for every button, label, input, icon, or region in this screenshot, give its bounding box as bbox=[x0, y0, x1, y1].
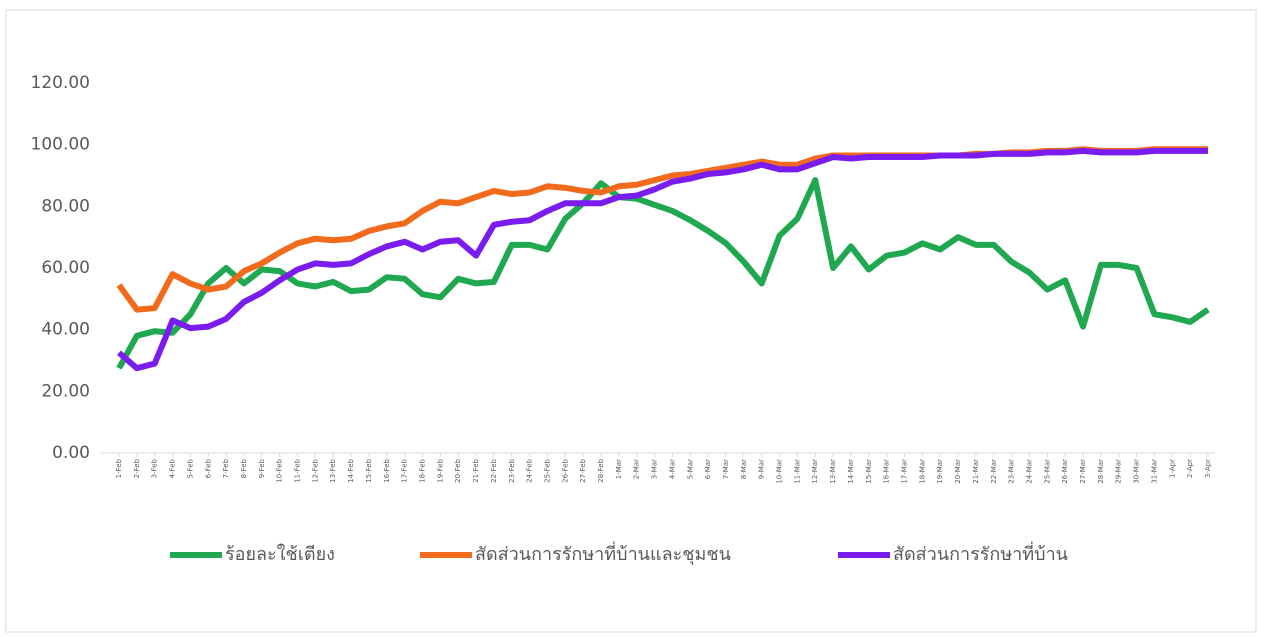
x-tick-label: 15-Mar bbox=[865, 459, 873, 484]
x-tick-label: 14-Mar bbox=[847, 459, 855, 484]
x-tick-label: 27-Mar bbox=[1079, 459, 1087, 484]
y-tick-label: 120.00 bbox=[31, 73, 90, 93]
x-tick-label: 28-Feb bbox=[597, 458, 605, 482]
x-tick-label: 1-Apr bbox=[1168, 459, 1176, 478]
x-tick-label: 22-Feb bbox=[490, 458, 498, 482]
x-tick-label: 26-Mar bbox=[1061, 459, 1069, 484]
x-tick-label: 5-Mar bbox=[686, 459, 694, 479]
y-tick-label: 80.00 bbox=[41, 196, 90, 216]
x-tick-label: 21-Feb bbox=[472, 458, 480, 482]
x-tick-label: 4-Feb bbox=[169, 458, 177, 478]
x-tick-label: 18-Mar bbox=[918, 459, 926, 484]
series-line bbox=[116, 177, 1210, 370]
x-tick-label: 7-Mar bbox=[722, 459, 730, 479]
y-tick-label: 0.00 bbox=[52, 443, 90, 463]
x-tick-label: 20-Feb bbox=[454, 458, 462, 482]
x-tick-label: 1-Feb bbox=[115, 458, 123, 478]
x-tick-label: 11-Mar bbox=[793, 459, 801, 484]
y-tick-label: 60.00 bbox=[41, 258, 90, 278]
x-tick-label: 3-Mar bbox=[651, 459, 659, 479]
x-tick-label: 9-Feb bbox=[258, 458, 266, 478]
x-tick-label: 8-Mar bbox=[740, 459, 748, 479]
x-tick-label: 19-Feb bbox=[436, 458, 444, 482]
x-tick-label: 11-Feb bbox=[294, 458, 302, 482]
x-tick-label: 17-Feb bbox=[401, 458, 409, 482]
x-tick-label: 22-Mar bbox=[990, 459, 998, 484]
x-tick-label: 27-Feb bbox=[579, 458, 587, 482]
series-line bbox=[117, 147, 1208, 372]
x-tick-label: 13-Mar bbox=[829, 459, 837, 484]
y-tick-label: 40.00 bbox=[41, 320, 90, 340]
x-tick-label: 24-Feb bbox=[526, 458, 534, 482]
x-tick-label: 20-Mar bbox=[954, 459, 962, 484]
x-tick-label: 10-Feb bbox=[276, 458, 284, 482]
x-tick-label: 10-Mar bbox=[776, 459, 784, 484]
x-tick-label: 30-Mar bbox=[1133, 459, 1141, 484]
x-tick-label: 16-Feb bbox=[383, 458, 391, 482]
x-tick-label: 15-Feb bbox=[365, 458, 373, 482]
x-tick-label: 19-Mar bbox=[936, 459, 944, 484]
x-tick-label: 7-Feb bbox=[222, 458, 230, 478]
x-tick-label: 3-Apr bbox=[1204, 459, 1212, 478]
x-tick-label: 21-Mar bbox=[972, 459, 980, 484]
x-tick-label: 29-Mar bbox=[1115, 459, 1123, 484]
x-tick-label: 26-Feb bbox=[561, 458, 569, 482]
x-tick-label: 6-Feb bbox=[204, 458, 212, 478]
x-tick-label: 5-Feb bbox=[186, 458, 194, 478]
x-tick-label: 25-Mar bbox=[1043, 459, 1051, 484]
x-tick-label: 13-Feb bbox=[329, 458, 337, 482]
x-tick-label: 1-Mar bbox=[615, 459, 623, 479]
legend-label: ร้อยละใช้เตียง bbox=[225, 543, 335, 565]
x-tick-label: 24-Mar bbox=[1025, 459, 1033, 484]
x-tick-label: 25-Feb bbox=[543, 458, 551, 482]
x-tick-label: 2-Feb bbox=[133, 458, 141, 478]
x-tick-label: 18-Feb bbox=[418, 458, 426, 482]
x-tick-label: 3-Feb bbox=[151, 458, 159, 478]
x-tick-label: 16-Mar bbox=[883, 459, 891, 484]
legend-label: สัดส่วนการรักษาที่บ้าน bbox=[893, 541, 1068, 565]
x-tick-label: 17-Mar bbox=[901, 459, 909, 484]
legend-label: สัดส่วนการรักษาที่บ้านและชุมชน bbox=[475, 541, 731, 565]
x-tick-label: 6-Mar bbox=[704, 459, 712, 479]
x-tick-label: 2-Mar bbox=[633, 459, 641, 479]
chart-border bbox=[5, 9, 1257, 633]
x-tick-label: 28-Mar bbox=[1097, 459, 1105, 484]
x-tick-label: 12-Feb bbox=[311, 458, 319, 482]
y-tick-label: 100.00 bbox=[31, 135, 90, 155]
x-tick-label: 23-Mar bbox=[1008, 459, 1016, 484]
x-tick-label: 4-Mar bbox=[668, 459, 676, 479]
x-tick-label: 23-Feb bbox=[508, 458, 516, 482]
x-tick-label: 12-Mar bbox=[811, 459, 819, 484]
x-tick-label: 2-Apr bbox=[1186, 459, 1194, 478]
x-tick-label: 9-Mar bbox=[758, 459, 766, 479]
x-tick-label: 8-Feb bbox=[240, 458, 248, 478]
y-tick-label: 20.00 bbox=[41, 381, 90, 401]
x-tick-label: 14-Feb bbox=[347, 458, 355, 482]
x-tick-label: 31-Mar bbox=[1150, 459, 1158, 484]
